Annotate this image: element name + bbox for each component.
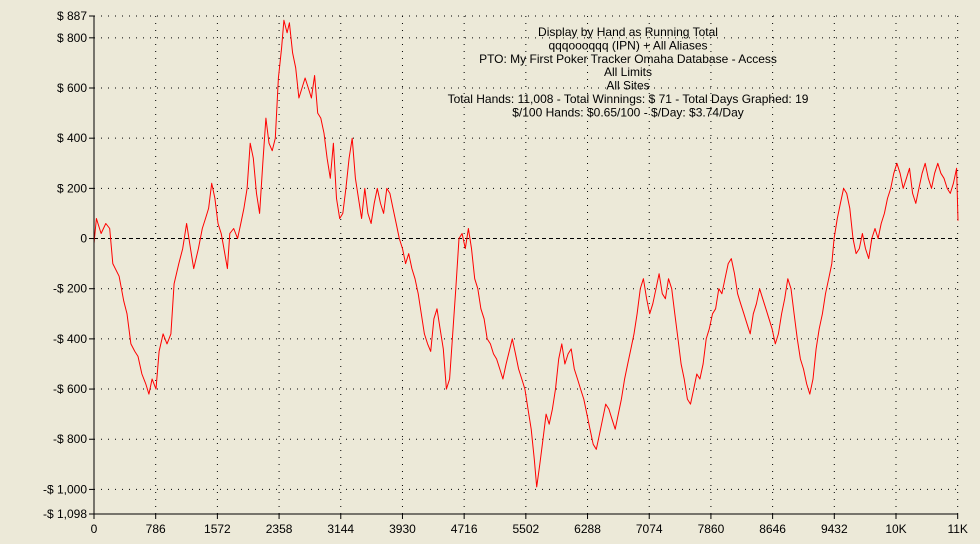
y-tick-label: 0	[80, 232, 87, 246]
x-tick-label: 3144	[327, 522, 354, 536]
x-tick-label: 2358	[266, 522, 293, 536]
title-line: All Sites	[606, 79, 649, 93]
y-tick-label: $ 800	[57, 31, 87, 45]
running-total-line	[93, 19, 959, 488]
x-tick-label: 7860	[698, 522, 725, 536]
title-line: Total Hands: 11,008 - Total Winnings: $ …	[448, 92, 809, 106]
x-tick-label: 786	[146, 522, 166, 536]
x-tick-label: 10K	[885, 522, 906, 536]
series-layer	[93, 19, 959, 488]
y-tick-label: $ 200	[57, 181, 87, 195]
title-line: PTO: My First Poker Tracker Omaha Databa…	[479, 52, 777, 66]
x-tick-label: 6288	[574, 522, 601, 536]
x-tick-label: 11K	[947, 522, 967, 536]
y-tick-label: $ 400	[57, 131, 87, 145]
y-tick-label: -$ 800	[53, 432, 87, 446]
x-tick-label: 0	[91, 522, 98, 536]
title-block: Display by Hand as Running Totalqqqoooqq…	[448, 25, 809, 119]
x-tick-label: 4716	[451, 522, 478, 536]
y-tick-label: -$ 600	[53, 382, 87, 396]
y-tick-label: -$ 400	[53, 332, 87, 346]
y-tick-label: -$ 1,098	[43, 507, 87, 521]
x-tick-label: 9432	[821, 522, 848, 536]
x-tick-label: 1572	[204, 522, 231, 536]
y-tick-label: $ 887	[57, 9, 87, 23]
y-tick-label: -$ 1,000	[43, 482, 87, 496]
x-tick-label: 3930	[389, 522, 416, 536]
title-line: $/100 Hands: $0.65/100 - $/Day: $3.74/Da…	[512, 105, 744, 119]
axis-layer: $ 887 $ 800 $ 600 $ 400 $ 200 0 -$ 200 -$ 400 -$…	[43, 9, 968, 536]
y-tick-label: $ 600	[57, 81, 87, 95]
y-tick-label: -$ 200	[53, 282, 87, 296]
title-line: qqqoooqqq (IPN) + All Aliases	[548, 38, 707, 52]
title-line: All Limits	[604, 65, 652, 79]
x-tick-label: 5502	[512, 522, 539, 536]
x-tick-label: 7074	[636, 522, 663, 536]
grid-layer	[94, 15, 959, 515]
title-line: Display by Hand as Running Total	[538, 25, 718, 39]
x-tick-label: 8646	[759, 522, 786, 536]
